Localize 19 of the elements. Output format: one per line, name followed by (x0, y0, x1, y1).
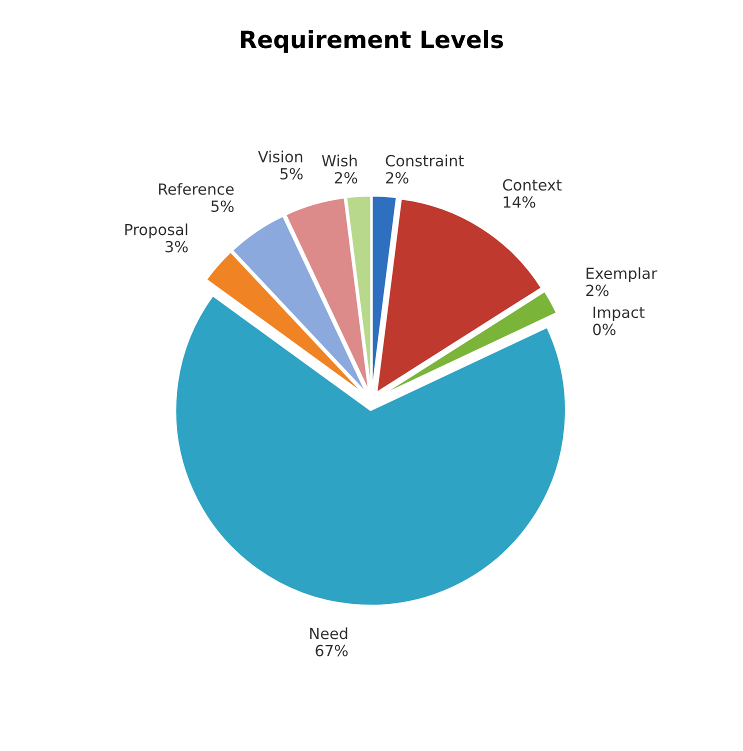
slice-label: Vision (258, 150, 302, 162)
data-label: 3% (166, 240, 188, 252)
data-label: 5% (280, 168, 303, 180)
slice-label: Wish (322, 154, 357, 166)
data-label: 67% (316, 644, 348, 656)
data-label: 2% (586, 284, 609, 296)
category-label: Impact (594, 306, 645, 322)
data-label: 2% (386, 172, 408, 184)
slice-label: Context (502, 179, 562, 191)
chart-title: Requirement Levels (241, 30, 503, 53)
slice-label: Need (310, 627, 348, 640)
data-label: 5% (211, 200, 234, 212)
data-label: 2% (334, 172, 358, 184)
slice-label: Reference (159, 183, 234, 195)
data-label: 14% (504, 196, 536, 208)
slice-label: Proposal (125, 223, 188, 238)
text: 0% (593, 324, 616, 336)
slice-label: Constraint (386, 154, 464, 166)
slice-label: Exemplar (586, 267, 658, 282)
